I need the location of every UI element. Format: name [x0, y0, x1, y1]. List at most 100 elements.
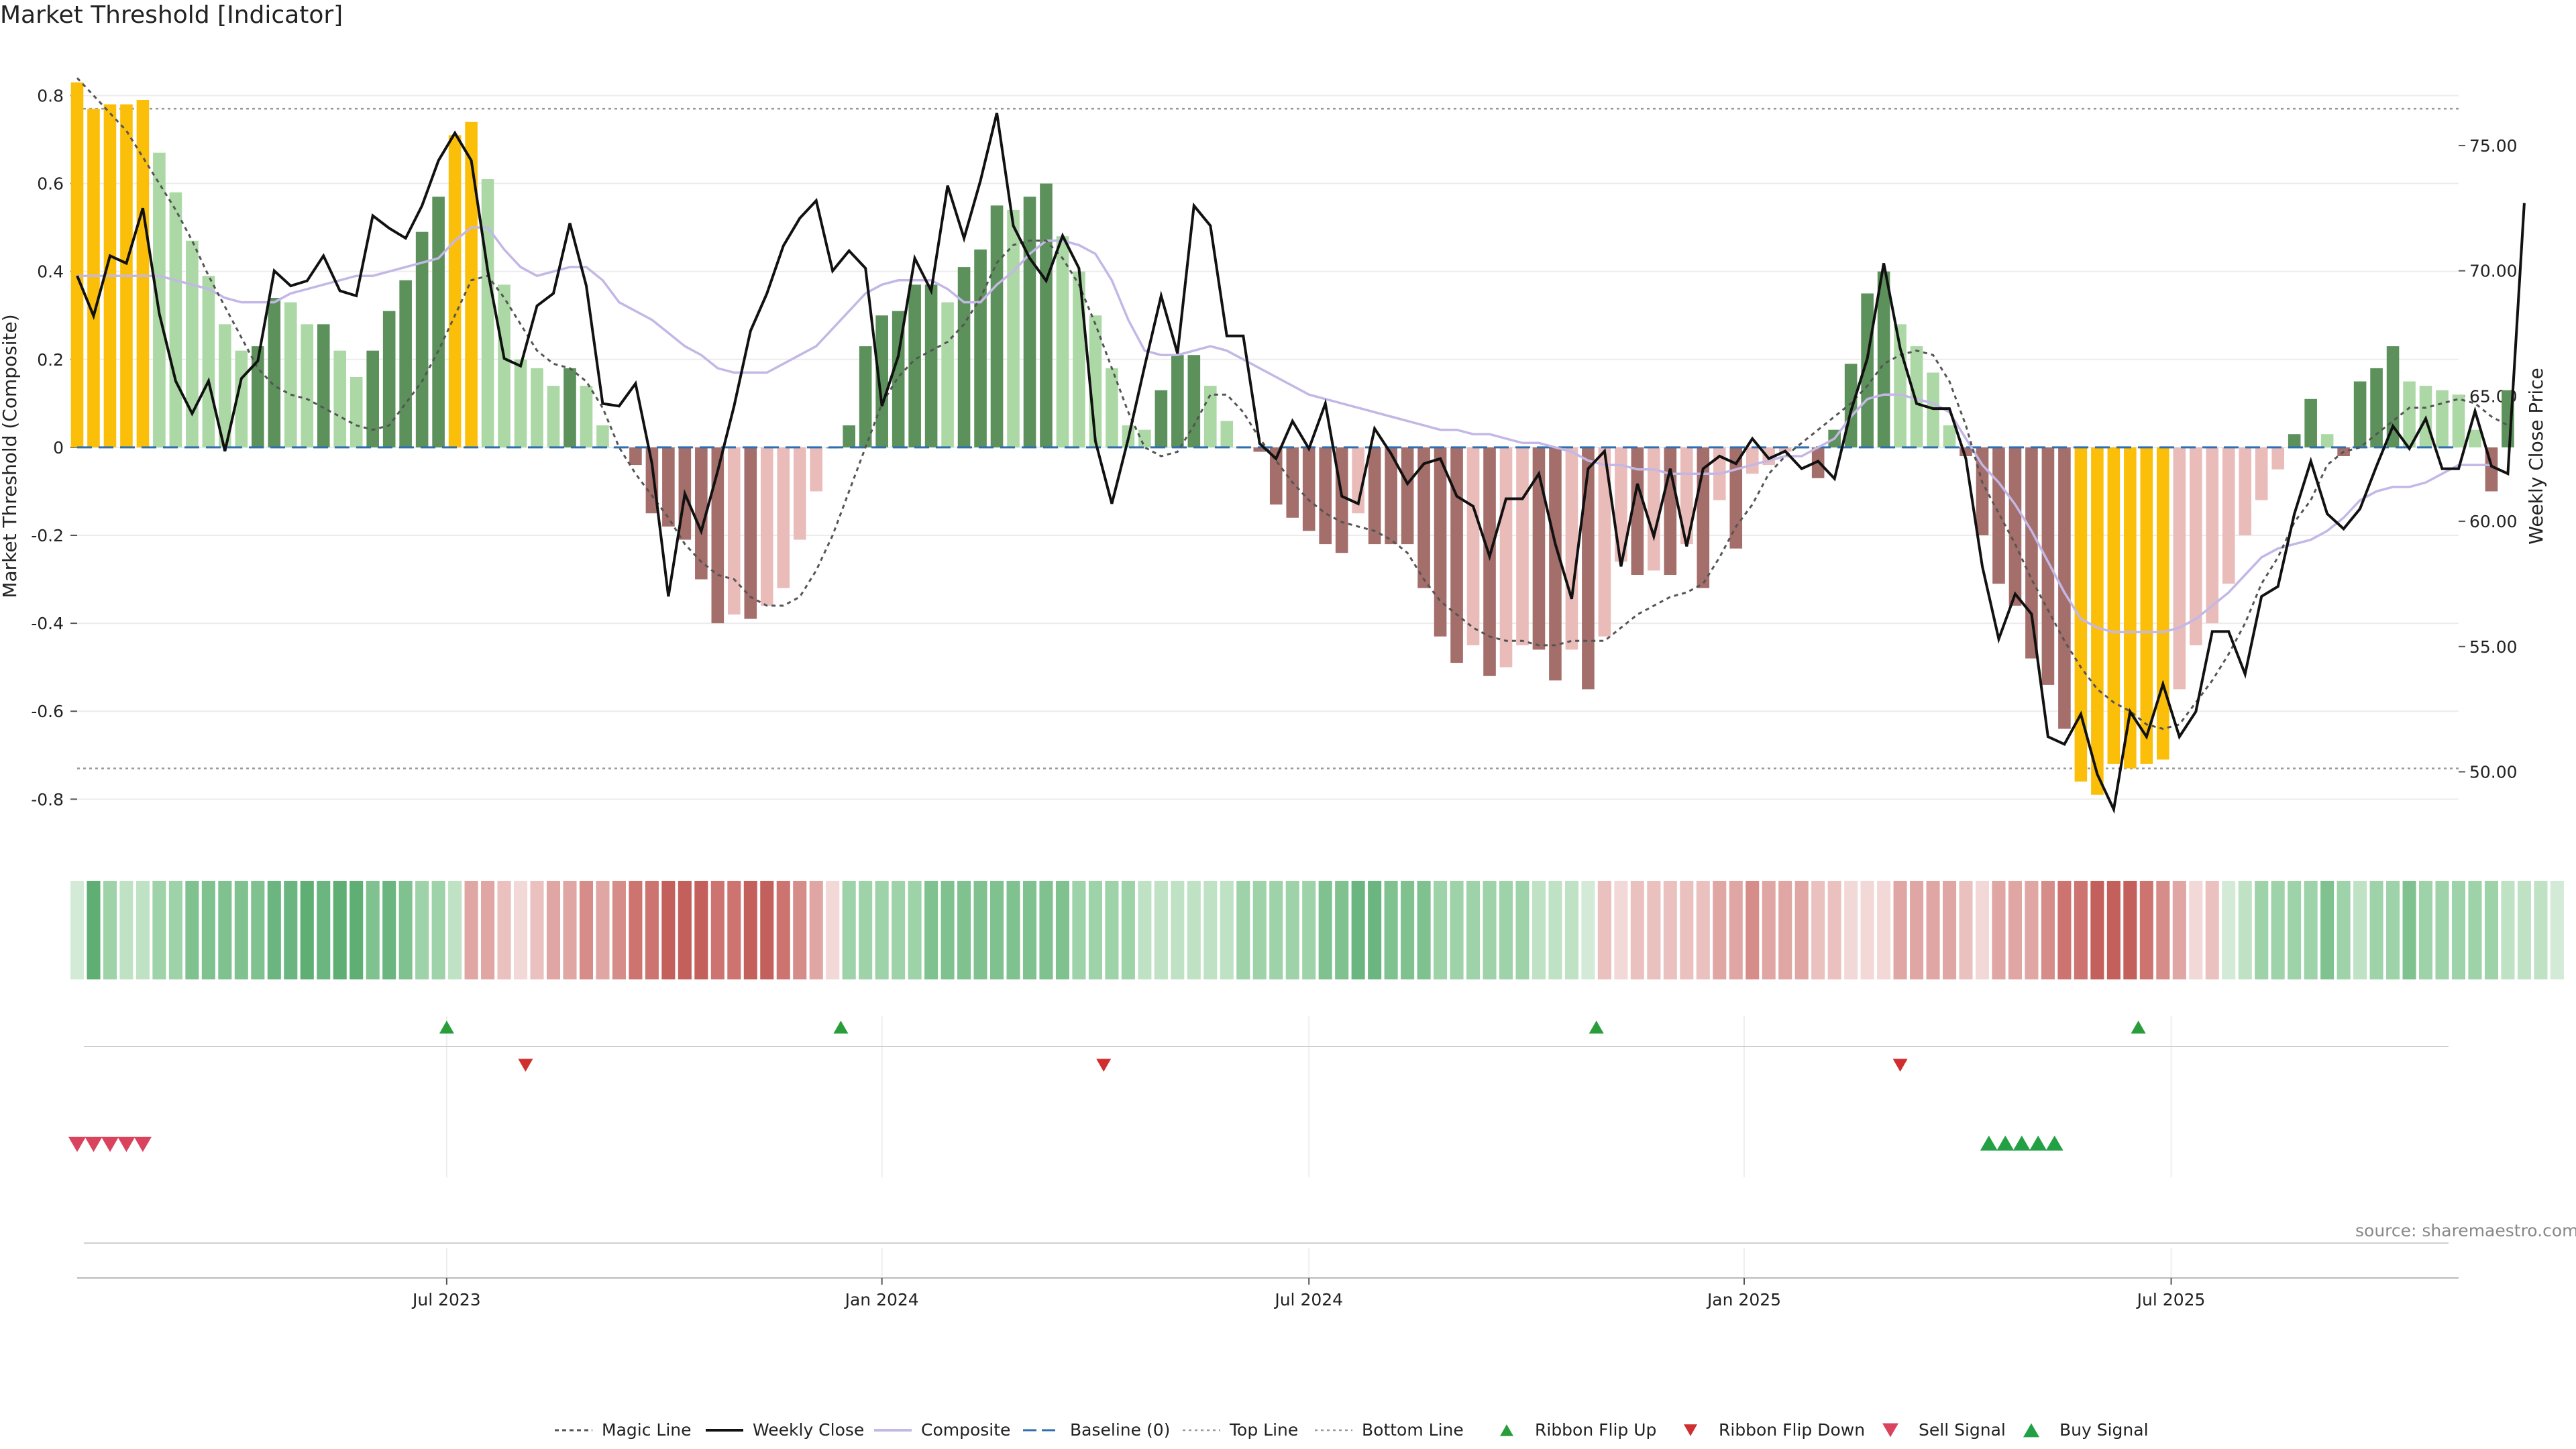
y-tick-label: 0.6	[37, 174, 64, 194]
ribbon-cell	[908, 881, 922, 979]
composite-bar	[1319, 447, 1332, 545]
composite-bar	[2436, 390, 2449, 447]
magic-line	[76, 77, 2509, 730]
ribbon-cell	[2353, 881, 2367, 979]
ribbon-cell	[2090, 881, 2104, 979]
composite-bar	[87, 109, 100, 447]
ribbon-cell	[497, 881, 511, 979]
ribbon-cell	[1975, 881, 1990, 979]
composite-bar	[1302, 447, 1316, 531]
composite-bar	[2025, 447, 2038, 659]
x-tick-label: Jan 2024	[844, 1290, 919, 1309]
ribbon-cell	[1154, 881, 1168, 979]
composite-bar	[2091, 447, 2104, 795]
composite-bar	[2124, 447, 2137, 769]
legend-label: Ribbon Flip Down	[1719, 1420, 1865, 1440]
ribbon-cell	[842, 881, 856, 979]
ribbon-cell	[415, 881, 429, 979]
composite-bar	[2288, 434, 2301, 447]
composite-bar	[859, 346, 872, 447]
ribbon-cell	[760, 881, 774, 979]
composite-bar	[2271, 447, 2284, 470]
ribbon-cell	[1022, 881, 1037, 979]
composite-bar	[1023, 197, 1036, 447]
composite-bar	[2304, 398, 2317, 447]
composite-bar	[415, 231, 429, 447]
composite-bar	[2107, 447, 2121, 764]
ribbon-cell	[678, 881, 692, 979]
ribbon-flip-down-marker	[1096, 1059, 1112, 1072]
composite-bar	[1648, 447, 1660, 571]
composite-bar	[1368, 447, 1381, 545]
buy-signal-marker	[2045, 1135, 2063, 1151]
ribbon-cell	[300, 881, 314, 979]
composite-bar	[1943, 425, 1956, 447]
composite-bar	[1664, 447, 1677, 575]
ribbon-cell	[1860, 881, 1874, 979]
composite-bar	[843, 425, 855, 447]
ribbon-cell	[136, 881, 150, 979]
y2-tick-label: 50.00	[2469, 763, 2518, 782]
ribbon-cell	[1811, 881, 1825, 979]
ribbon-cell	[1746, 881, 1760, 979]
legend-label: Top Line	[1229, 1420, 1298, 1440]
composite-bar	[2403, 381, 2416, 447]
ribbon-cell	[661, 881, 676, 979]
buy-signal-marker	[1996, 1135, 2015, 1151]
composite-bar	[1187, 355, 1201, 447]
x-tick-label: Jul 2023	[411, 1290, 481, 1309]
composite-bar	[793, 447, 806, 540]
ribbon-cell	[1236, 881, 1250, 979]
composite-bar	[136, 100, 150, 447]
ribbon-cell	[1581, 881, 1595, 979]
y-tick-label: 0.2	[37, 350, 64, 370]
composite-bar	[1729, 447, 1743, 549]
ribbon-cell	[234, 881, 248, 979]
y-tick-label: 0	[53, 438, 64, 458]
composite-bar	[1466, 447, 1480, 645]
ribbon-cell	[875, 881, 889, 979]
composite-bar	[2206, 447, 2219, 624]
ribbon-cell	[2139, 881, 2153, 979]
ribbon-cell	[2255, 881, 2269, 979]
ribbon-cell	[694, 881, 708, 979]
ribbon-cell	[1006, 881, 1020, 979]
composite-bar	[1401, 447, 1414, 545]
ribbon-cell	[1252, 881, 1267, 979]
ribbon-cell	[957, 881, 971, 979]
composite-bar	[941, 302, 954, 447]
ribbon-cell	[776, 881, 790, 979]
ribbon-cell	[2025, 881, 2039, 979]
composite-bar	[153, 152, 166, 447]
ribbon-cell	[152, 881, 166, 979]
ribbon-cell	[973, 881, 987, 979]
composite-bar	[1582, 447, 1595, 690]
ribbon-cell	[645, 881, 659, 979]
ribbon-cell	[2484, 881, 2499, 979]
ribbon-cell	[2106, 881, 2121, 979]
ribbon-cell	[168, 881, 182, 979]
composite-bar	[169, 192, 182, 447]
ribbon-cell	[1532, 881, 1546, 979]
composite-bar	[350, 377, 363, 447]
y-tick-label: -0.4	[31, 614, 64, 633]
sell-signal-marker	[133, 1136, 152, 1152]
ribbon-cell	[1893, 881, 1907, 979]
ribbon-cell	[1483, 881, 1497, 979]
ribbon-cell	[1434, 881, 1448, 979]
composite-bar	[1335, 447, 1348, 553]
y2-tick-label: 55.00	[2469, 637, 2518, 657]
y2-tick-label: 75.00	[2469, 136, 2518, 156]
composite-bar	[957, 267, 971, 447]
ribbon-cell	[103, 881, 117, 979]
ribbon-cell	[1417, 881, 1431, 979]
ribbon-cell	[1794, 881, 1809, 979]
ribbon-flip-up-marker	[439, 1020, 454, 1034]
ribbon-cell	[2123, 881, 2137, 979]
composite-bar	[1516, 447, 1529, 645]
ribbon-cell	[1088, 881, 1102, 979]
ribbon-cell	[1466, 881, 1481, 979]
composite-bar	[1927, 372, 1939, 447]
legend-label: Composite	[921, 1420, 1010, 1440]
ribbon-cell	[2057, 881, 2072, 979]
